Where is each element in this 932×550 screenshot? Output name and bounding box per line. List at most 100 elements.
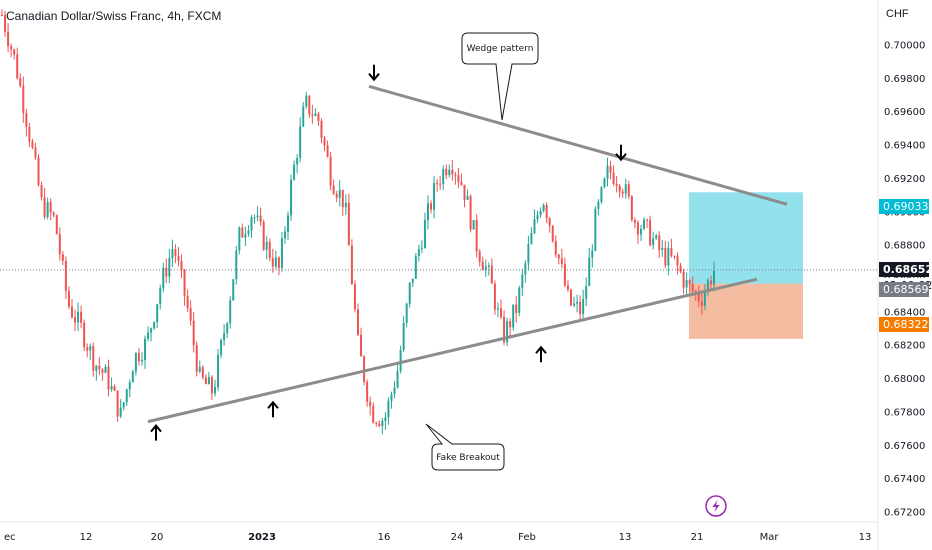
time-tick-label: 2023 [248,532,276,543]
candle-body [414,256,417,279]
candle-body [341,189,344,208]
candle-body [16,54,19,79]
candle-body [262,221,265,250]
candle-body [381,421,384,427]
candle-body [144,338,147,360]
candle-body [287,215,290,232]
target-zone[interactable] [689,192,803,284]
candle-body [338,189,341,198]
candle-body [475,220,478,252]
candle-body [436,183,439,185]
candle-body [679,265,682,272]
candle-body [402,322,405,350]
candle-body [600,187,603,202]
candle-body [387,400,390,418]
candle-body [55,215,58,235]
candle-body [344,202,347,208]
candle-body [244,233,247,238]
candle-body [536,215,539,220]
candle-body [64,260,67,291]
candle-body [430,203,433,210]
candle-body [557,254,560,259]
symbol-header[interactable]: Canadian Dollar/Swiss Franc, 4h, FXCM [6,9,222,23]
candle-body [396,371,399,388]
candle-body [122,402,125,408]
candle-body [174,249,177,257]
candle-body [366,381,369,402]
candle-body [192,320,195,346]
candle-body [305,95,308,107]
candle-body [533,219,536,234]
candle-body [125,389,128,403]
candle-body [576,301,579,304]
candle-body [615,184,618,186]
candle-body [283,231,286,239]
candles [1,9,715,435]
candle-body [569,289,572,306]
candle-body [323,137,326,146]
candle-body [515,304,518,313]
candle-body [22,85,25,114]
price-tick-label: 0.67400 [884,474,925,485]
candle-body [539,211,542,216]
candle-body [490,265,493,284]
candle-body [183,269,186,296]
candle-body [618,185,621,192]
candle-body [700,301,703,306]
candle-body [661,247,664,250]
candle-body [375,422,378,424]
candle-body [524,263,527,275]
candle-body [302,106,305,127]
candle-body [256,215,259,218]
candle-body [466,196,469,200]
currency-label: CHF [886,8,909,20]
candle-body [299,126,302,158]
time-tick-label: ec [4,532,16,543]
candle-body [40,185,43,198]
candle-body [238,227,241,251]
candle-body [162,267,165,289]
candle-body [378,423,381,427]
candle-body [271,258,274,267]
candle-body [67,290,70,307]
candle-body [277,257,280,269]
candle-body [250,217,253,231]
candle-body [329,156,332,186]
price-tick-label: 0.67800 [884,407,925,418]
candle-body [37,157,40,186]
fake-breakout-callout[interactable]: Fake Breakout [425,423,505,471]
candle-body [606,165,609,179]
candle-body [588,257,591,287]
candle-body [253,217,256,219]
candle-body [551,225,554,242]
candle-body [573,303,576,306]
candle-body [627,184,630,197]
candle-body [454,174,457,176]
arrow-down-icon [615,144,627,162]
candle-body [350,245,353,285]
wedge-upper-trendline[interactable] [368,84,788,206]
candle-body [201,367,204,378]
wedge-lower-trendline[interactable] [147,277,758,424]
candle-body [639,228,642,235]
candle-body [667,247,670,266]
fake-breakout-callout-text: Fake Breakout [436,453,500,463]
time-axis[interactable]: ec 12 20 2023 16 24 Feb 13 21 Mar 13 [4,532,871,543]
candle-body [86,347,89,351]
candle-body [357,309,359,335]
flash-icon[interactable] [705,495,727,517]
candle-body [591,250,594,258]
candle-body [579,301,582,314]
wedge-callout[interactable]: Wedge pattern [461,32,539,121]
candle-body [527,244,530,264]
candle-body [408,282,411,304]
candle-body [95,365,98,371]
price-tick-label: 0.67200 [884,508,925,519]
candle-body [204,377,207,385]
candle-body [265,241,268,250]
candle-body [49,202,52,213]
candle-body [314,113,317,116]
candle-body [198,367,201,372]
candle-body [597,201,600,209]
